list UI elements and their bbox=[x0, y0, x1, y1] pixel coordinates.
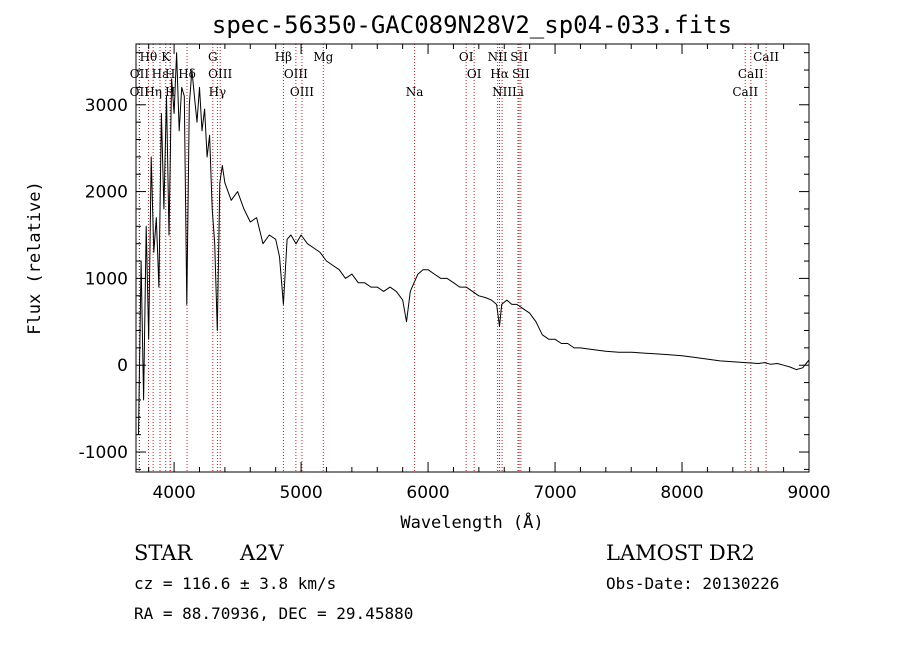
line-marker-label-25: CaII bbox=[753, 50, 779, 64]
object-subclass: A2V bbox=[239, 541, 285, 565]
line-marker-label-26: CaII bbox=[738, 67, 764, 81]
coordinates: RA = 88.70936, DEC = 29.45880 bbox=[134, 604, 413, 623]
line-marker-label-13: Mg bbox=[313, 50, 333, 64]
object-class: STAR bbox=[134, 541, 193, 565]
line-marker-label-6: OII bbox=[130, 85, 150, 99]
line-marker-label-23: NII bbox=[492, 85, 512, 99]
line-marker-label-15: OIII bbox=[290, 85, 314, 99]
y-axis-ticks: -1000 0 1000 2000 3000 bbox=[79, 52, 809, 470]
line-marker-label-17: OI bbox=[459, 50, 474, 64]
line-marker-label-9: G bbox=[208, 50, 218, 64]
line-marker-label-27: CaII bbox=[732, 85, 758, 99]
x-tick-label-8000: 8000 bbox=[660, 483, 703, 503]
y-tick-label-1000: 1000 bbox=[85, 269, 128, 289]
chart-title: spec-56350-GAC089N28V2_sp04-033.fits bbox=[212, 11, 732, 39]
y-tick-label--1000: -1000 bbox=[79, 443, 128, 463]
spectrum-line bbox=[138, 52, 810, 435]
line-marker-label-3: Hε bbox=[152, 67, 169, 81]
plot-frame bbox=[135, 43, 810, 473]
x-axis-label: Wavelength (Å) bbox=[400, 511, 543, 533]
x-axis-ticks: 4000 5000 6000 7000 8000 9000 bbox=[148, 44, 831, 503]
line-marker-label-0: Hθ bbox=[140, 50, 158, 64]
y-axis-label: Flux (relative) bbox=[25, 181, 45, 335]
line-marker-label-20: SII bbox=[510, 50, 528, 64]
y-tick-label-0: 0 bbox=[117, 356, 128, 376]
line-marker-label-7: Hη bbox=[144, 85, 162, 99]
line-marker-label-18: OI bbox=[467, 67, 482, 81]
redshift-text: cz = 116.6 ± 3.8 km/s bbox=[134, 574, 336, 593]
y-tick-label-2000: 2000 bbox=[85, 183, 128, 203]
line-marker-label-8: H bbox=[165, 85, 175, 99]
line-marker-label-1: K bbox=[161, 50, 171, 64]
line-marker-label-19: NII bbox=[488, 50, 508, 64]
obs-date: Obs-Date: 20130226 bbox=[606, 574, 779, 593]
y-tick-label-3000: 3000 bbox=[85, 96, 128, 116]
survey-name: LAMOST DR2 bbox=[606, 541, 755, 565]
line-marker-label-12: Hβ bbox=[275, 50, 292, 64]
x-tick-label-5000: 5000 bbox=[279, 483, 322, 503]
x-tick-label-7000: 7000 bbox=[533, 483, 576, 503]
line-marker-label-16: Na bbox=[406, 85, 424, 99]
line-marker-label-14: OIII bbox=[284, 67, 308, 81]
line-marker-label-22: SII bbox=[512, 67, 530, 81]
x-tick-label-6000: 6000 bbox=[406, 483, 449, 503]
x-tick-label-9000: 9000 bbox=[787, 483, 830, 503]
line-marker-label-10: OIII bbox=[208, 67, 232, 81]
line-marker-label-21: Hα bbox=[490, 67, 509, 81]
line-marker-label-11: Hγ bbox=[209, 85, 227, 99]
x-tick-label-4000: 4000 bbox=[152, 483, 195, 503]
line-marker-label-24: Li bbox=[512, 85, 524, 99]
